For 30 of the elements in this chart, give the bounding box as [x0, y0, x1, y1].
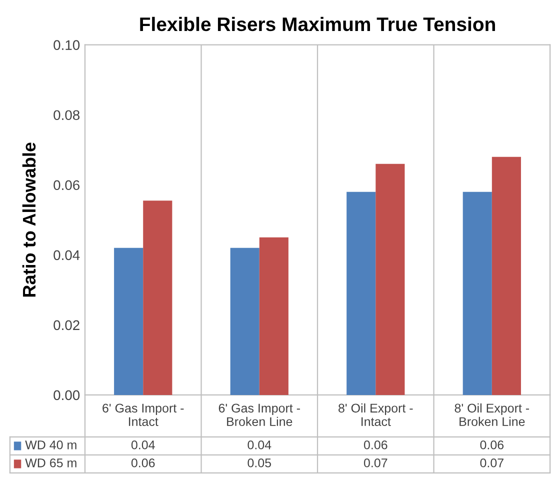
y-axis-title: Ratio to Allowable: [22, 142, 36, 297]
data-label: 0.05: [248, 458, 272, 468]
chart-title: Flexible Risers Maximum True Tension: [140, 16, 495, 32]
y-tick-label: 0.00: [54, 390, 80, 400]
bar: [492, 156, 521, 395]
y-tick-label: 0.06: [54, 180, 80, 190]
y-tick-label: 0.02: [54, 320, 80, 330]
data-label: 0.04: [248, 440, 272, 450]
x-tick-label: 8' Oil Export - Broken Line: [454, 403, 530, 426]
data-label: 0.06: [131, 458, 155, 468]
bar: [376, 164, 405, 395]
bar: [230, 248, 260, 395]
legend-label: WD 65 m: [25, 458, 76, 468]
data-label: 0.06: [480, 440, 504, 450]
bar: [259, 237, 288, 395]
bar: [346, 192, 376, 395]
data-label: 0.07: [364, 458, 388, 468]
bar: [462, 192, 492, 395]
x-tick-label: 6' Gas Import - Broken Line: [218, 404, 300, 426]
bar: [114, 248, 144, 395]
data-label: 0.04: [131, 440, 155, 450]
y-tick-label: 0.04: [54, 250, 80, 260]
bar: [143, 200, 172, 395]
data-label: 0.07: [480, 458, 504, 468]
legend-label: WD 40 m: [25, 440, 76, 450]
x-tick-label: 8' Oil Export - Intact: [338, 403, 413, 426]
data-label: 0.06: [364, 440, 388, 450]
x-tick-label: 6' Gas Import - Intact: [102, 404, 184, 426]
y-tick-label: 0.08: [54, 110, 80, 120]
y-tick-label: 0.10: [54, 40, 80, 50]
